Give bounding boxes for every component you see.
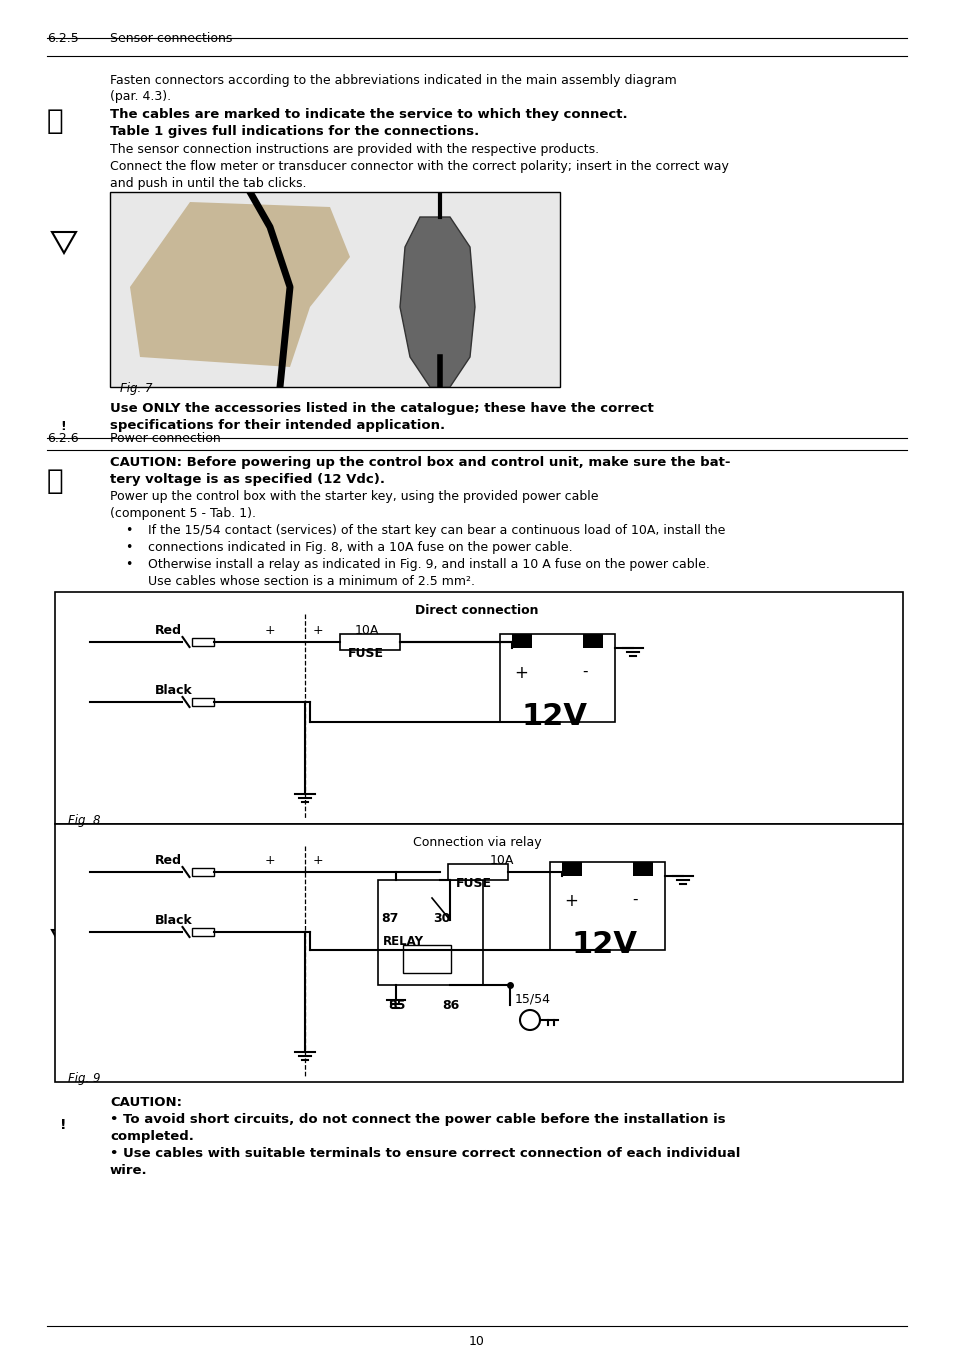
Bar (193, 868, 214, 876)
Polygon shape (52, 233, 76, 253)
Text: Direct connection: Direct connection (415, 604, 538, 617)
Text: -: - (631, 892, 637, 907)
Bar (402, 945, 451, 973)
Text: +: + (313, 854, 323, 867)
Bar (377, 880, 482, 986)
Bar (110, 192, 559, 387)
Bar (55, 823, 902, 1082)
Text: Fig. 9: Fig. 9 (68, 1072, 100, 1086)
Text: CAUTION:: CAUTION: (110, 1096, 182, 1109)
Text: •: • (125, 558, 132, 571)
Bar (633, 863, 652, 876)
Text: • To avoid short circuits, do not connect the power cable before the installatio: • To avoid short circuits, do not connec… (110, 1113, 725, 1126)
Text: +: + (514, 664, 527, 681)
Text: 🖐: 🖐 (47, 466, 64, 495)
Text: Power connection: Power connection (110, 433, 220, 445)
Text: +: + (563, 892, 578, 910)
Text: Red: Red (154, 625, 182, 637)
Text: •: • (125, 541, 132, 554)
Text: Red: Red (154, 854, 182, 867)
Text: Sensor connections: Sensor connections (110, 32, 233, 45)
Text: 15/54: 15/54 (515, 992, 551, 1006)
Bar (512, 634, 532, 648)
Text: 87: 87 (380, 913, 398, 925)
Text: If the 15/54 contact (services) of the start key can bear a continuous load of 1: If the 15/54 contact (services) of the s… (148, 525, 724, 537)
Bar (193, 638, 214, 646)
Text: wire.: wire. (110, 1164, 148, 1178)
Text: !: ! (60, 1118, 67, 1132)
Text: • Use cables with suitable terminals to ensure correct connection of each indivi: • Use cables with suitable terminals to … (110, 1146, 740, 1160)
Text: Table 1 gives full indications for the connections.: Table 1 gives full indications for the c… (110, 124, 478, 138)
Text: Fig. 7: Fig. 7 (120, 383, 152, 395)
Text: 10: 10 (469, 1334, 484, 1348)
Text: Connection via relay: Connection via relay (413, 836, 540, 849)
Text: Power up the control box with the starter key, using the provided power cable: Power up the control box with the starte… (110, 489, 598, 503)
Text: 6.2.5: 6.2.5 (47, 32, 79, 45)
Text: 10A: 10A (490, 854, 514, 867)
Text: and push in until the tab clicks.: and push in until the tab clicks. (110, 177, 306, 191)
Text: 🖐: 🖐 (47, 107, 64, 135)
Text: Fasten connectors according to the abbreviations indicated in the main assembly : Fasten connectors according to the abbre… (110, 74, 676, 87)
Text: 86: 86 (441, 999, 458, 1013)
Polygon shape (399, 218, 475, 387)
Bar (55, 592, 902, 823)
Text: +: + (265, 854, 275, 867)
Text: •: • (125, 525, 132, 537)
Text: 12V: 12V (572, 930, 638, 959)
Text: RELAY: RELAY (382, 936, 423, 948)
Bar (582, 634, 602, 648)
Text: 6.2.6: 6.2.6 (47, 433, 78, 445)
Text: CAUTION: Before powering up the control box and control unit, make sure the bat-: CAUTION: Before powering up the control … (110, 456, 730, 469)
Text: completed.: completed. (110, 1130, 193, 1142)
Text: Black: Black (154, 914, 193, 927)
Bar (550, 863, 664, 950)
Text: 85: 85 (388, 999, 405, 1013)
Text: Connect the flow meter or transducer connector with the correct polarity; insert: Connect the flow meter or transducer con… (110, 160, 728, 173)
Text: The cables are marked to indicate the service to which they connect.: The cables are marked to indicate the se… (110, 108, 627, 120)
Text: Use ONLY the accessories listed in the catalogue; these have the correct: Use ONLY the accessories listed in the c… (110, 402, 653, 415)
Bar (499, 634, 615, 722)
Bar (193, 927, 214, 936)
Text: (component 5 - Tab. 1).: (component 5 - Tab. 1). (110, 507, 255, 521)
Text: specifications for their intended application.: specifications for their intended applic… (110, 419, 445, 433)
Bar (193, 698, 214, 706)
Text: !: ! (60, 420, 66, 433)
Text: Use cables whose section is a minimum of 2.5 mm².: Use cables whose section is a minimum of… (148, 575, 475, 588)
Text: +: + (265, 625, 275, 637)
Bar (561, 863, 581, 876)
Text: Fig. 8: Fig. 8 (68, 814, 100, 827)
Text: The sensor connection instructions are provided with the respective products.: The sensor connection instructions are p… (110, 143, 598, 155)
Text: (par. 4.3).: (par. 4.3). (110, 91, 171, 103)
Text: tery voltage is as specified (12 Vdc).: tery voltage is as specified (12 Vdc). (110, 473, 385, 485)
Text: +: + (313, 625, 323, 637)
Text: Black: Black (154, 684, 193, 698)
Bar (448, 864, 507, 880)
Text: FUSE: FUSE (456, 877, 492, 890)
Polygon shape (130, 201, 350, 366)
Text: FUSE: FUSE (348, 648, 384, 660)
Text: connections indicated in Fig. 8, with a 10A fuse on the power cable.: connections indicated in Fig. 8, with a … (148, 541, 572, 554)
Bar (339, 634, 399, 650)
Text: -: - (581, 664, 587, 679)
Text: 30: 30 (433, 913, 450, 925)
Text: Otherwise install a relay as indicated in Fig. 9, and install a 10 A fuse on the: Otherwise install a relay as indicated i… (148, 558, 709, 571)
Polygon shape (52, 930, 74, 950)
Text: 10A: 10A (355, 625, 379, 637)
Text: 12V: 12V (521, 702, 587, 731)
